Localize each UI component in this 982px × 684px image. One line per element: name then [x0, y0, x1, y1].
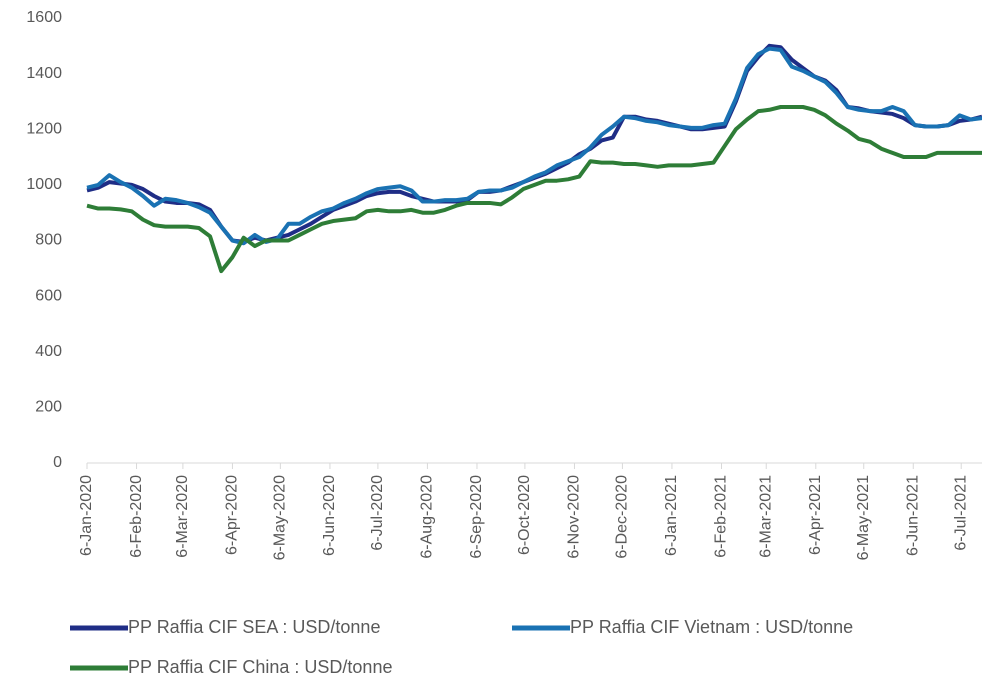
x-tick-label: 6-Jan-2020: [78, 475, 95, 556]
y-tick-label: 400: [35, 343, 62, 360]
y-tick-label: 1400: [26, 65, 62, 82]
x-tick-label: 6-Apr-2021: [807, 475, 824, 555]
y-tick-label: 0: [53, 454, 62, 471]
x-tick-label: 6-Jun-2021: [904, 475, 921, 556]
y-tick-label: 1200: [26, 120, 62, 137]
x-tick-label: 6-Apr-2020: [224, 475, 241, 555]
x-tick-label: 6-Jan-2021: [663, 475, 680, 556]
y-tick-label: 600: [35, 287, 62, 304]
x-tick-label: 6-Mar-2021: [757, 475, 774, 558]
x-tick-label: 6-Feb-2020: [128, 475, 145, 558]
x-tick-label: 6-Mar-2020: [174, 475, 191, 558]
series-line: [86, 46, 982, 246]
legend-label: PP Raffia CIF Vietnam : USD/tonne: [570, 617, 853, 637]
y-tick-label: 1000: [26, 176, 62, 193]
x-tick-label: 6-Sep-2020: [468, 475, 485, 559]
y-tick-label: 800: [35, 232, 62, 249]
series-line: [86, 43, 982, 244]
x-tick-label: 6-Feb-2021: [713, 475, 730, 558]
x-tick-label: 6-May-2021: [855, 475, 872, 560]
x-tick-label: 6-Oct-2020: [516, 475, 533, 555]
x-tick-label: 6-Jul-2020: [369, 475, 386, 551]
legend: PP Raffia CIF SEA : USD/tonne PP Raffia C…: [70, 617, 853, 677]
x-tick-label: 6-Dec-2020: [614, 475, 631, 559]
y-tick-label: 200: [35, 399, 62, 416]
x-tick-label: 6-Nov-2020: [566, 475, 583, 559]
y-tick-label: 1600: [26, 9, 62, 26]
legend-label: PP Raffia CIF SEA : USD/tonne: [128, 617, 380, 637]
x-tick-label: 6-May-2020: [272, 475, 289, 560]
legend-label: PP Raffia CIF China : USD/tonne: [128, 657, 392, 677]
series-line: [86, 105, 982, 274]
x-tick-label: 6-Jul-2021: [952, 475, 969, 551]
x-tick-label: 6-Jun-2020: [321, 475, 338, 556]
x-tick-label: 6-Aug-2020: [419, 475, 436, 559]
